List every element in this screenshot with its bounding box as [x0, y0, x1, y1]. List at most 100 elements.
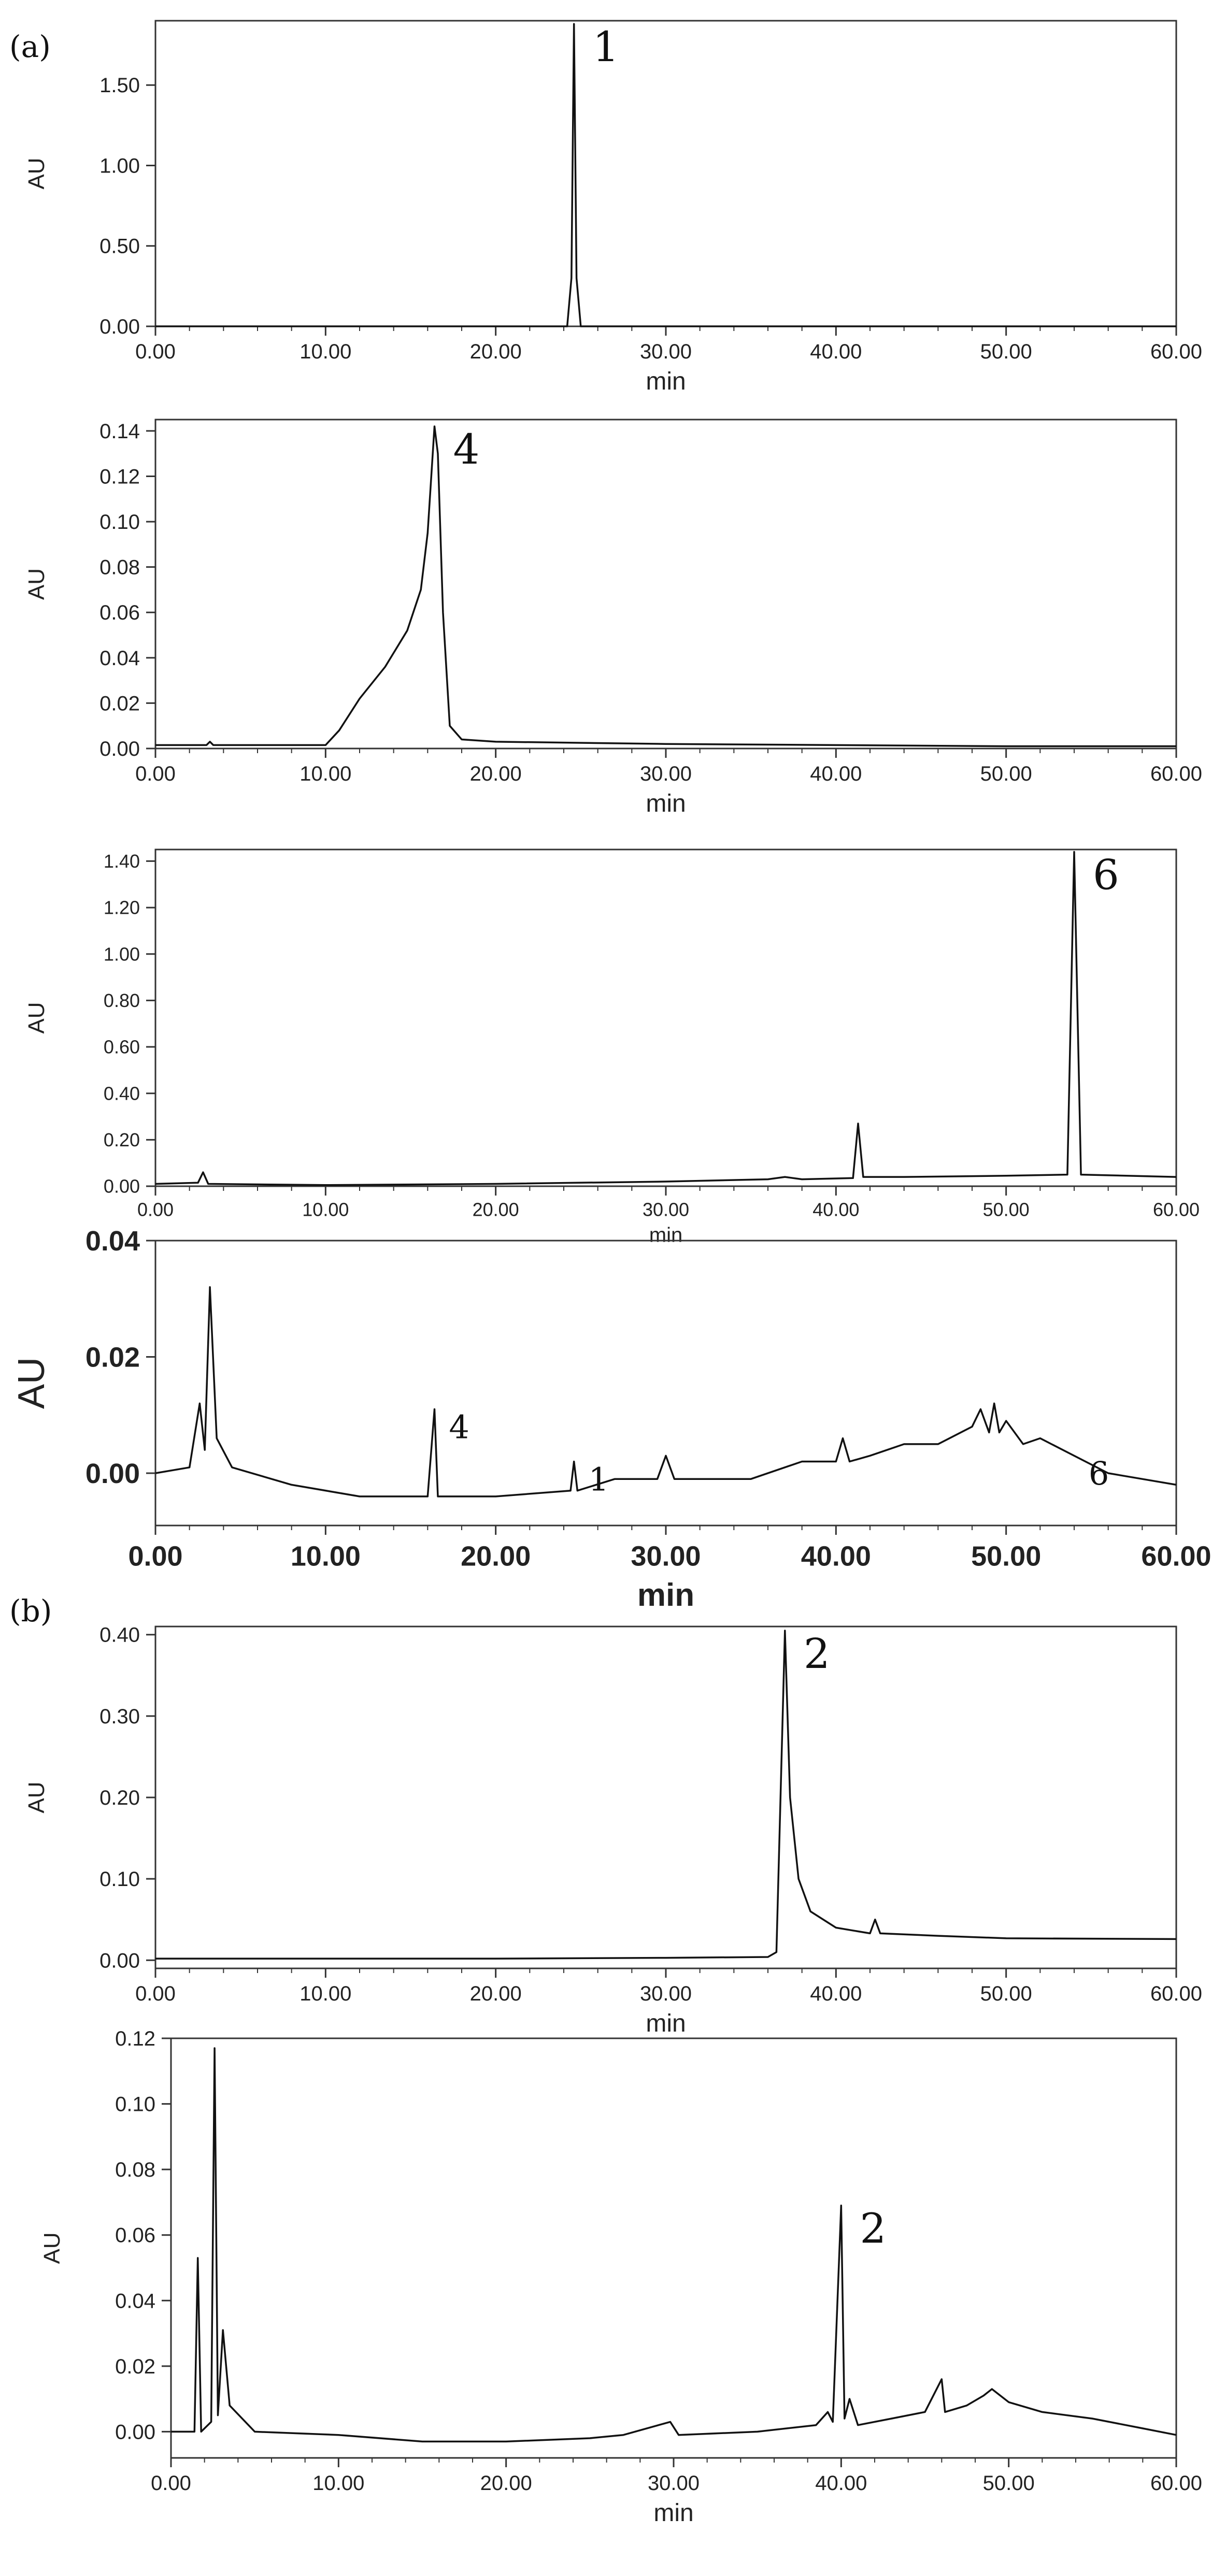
- x-tick-label: 60.00: [1150, 340, 1202, 363]
- peak-label: 1: [589, 1460, 609, 1498]
- chromatogram-trace: [155, 23, 1176, 327]
- y-axis-label: AU: [11, 1357, 52, 1409]
- chart-5: 0.00 0.10 0.20 0.30 0.40 0.00 10.00 20.00 30.00 4…: [24, 1624, 1202, 2037]
- peak-label: 6: [1093, 851, 1119, 899]
- peak-label: 2: [804, 1630, 830, 1678]
- x-tick-label: 10.00: [312, 2472, 364, 2495]
- x-tick-label: 40.00: [815, 2472, 867, 2495]
- peak-label: 1: [593, 23, 619, 71]
- y-tick-label: 0.80: [104, 990, 140, 1011]
- x-tick-label: 10.00: [291, 1541, 361, 1572]
- x-tick-label: 40.00: [810, 340, 862, 363]
- y-tick-label: 0.40: [99, 1624, 140, 1647]
- x-tick-label: 20.00: [480, 2472, 532, 2495]
- x-tick-label: 60.00: [1150, 762, 1202, 785]
- y-tick-label: 0.00: [104, 1176, 140, 1197]
- x-axis-label: min: [646, 368, 686, 395]
- chart-6: 0.00 0.02 0.04 0.06 0.08 0.10 0.12 0.00 10.00 20.…: [39, 2027, 1202, 2527]
- y-tick-label: 0.06: [115, 2224, 155, 2247]
- y-tick-label: 0.08: [99, 556, 140, 579]
- chromatogram-trace: [155, 425, 1176, 747]
- y-tick-label: 0.08: [115, 2158, 155, 2181]
- x-tick-label: 50.00: [980, 762, 1032, 785]
- plot-frame: [170, 2037, 1177, 2459]
- x-tick-label: 30.00: [631, 1541, 701, 1572]
- y-tick-label: 0.00: [99, 1949, 140, 1972]
- x-axis-label: min: [653, 2499, 693, 2527]
- x-tick-label: 0.00: [128, 1541, 182, 1572]
- x-tick-label: 10.00: [300, 340, 351, 363]
- x-tick-label: 30.00: [640, 762, 692, 785]
- x-axis-label: min: [646, 790, 686, 817]
- x-tick-label: 60.00: [1150, 1982, 1202, 2005]
- peak-label: 4: [449, 1408, 469, 1446]
- y-axis-label: AU: [39, 2232, 65, 2264]
- y-axis-label: AU: [24, 568, 49, 600]
- x-tick-label: 50.00: [980, 1982, 1032, 2005]
- y-tick-label: 0.04: [99, 647, 140, 670]
- y-tick-label: 0.50: [99, 235, 140, 258]
- plot-frame: [154, 848, 1177, 1187]
- x-tick-label: 0.00: [137, 1199, 174, 1220]
- x-tick-label: 60.00: [1141, 1541, 1211, 1572]
- x-tick-label: 0.00: [135, 340, 176, 363]
- x-tick-label: 20.00: [473, 1199, 519, 1220]
- chromatogram-trace: [155, 851, 1177, 1186]
- y-tick-label: 1.50: [99, 74, 140, 97]
- x-tick-label: 40.00: [810, 1982, 862, 2005]
- peak-label: 4: [453, 425, 479, 473]
- y-tick-label: 0.12: [115, 2027, 155, 2050]
- x-tick-label: 30.00: [640, 340, 692, 363]
- y-tick-label: 0.60: [104, 1037, 140, 1058]
- y-tick-label: 0.02: [99, 692, 140, 715]
- y-tick-label: 1.00: [104, 943, 140, 965]
- y-tick-label: 0.04: [115, 2290, 155, 2312]
- y-tick-label: 0.02: [115, 2355, 155, 2378]
- y-tick-label: 0.10: [99, 1868, 140, 1891]
- x-tick-label: 20.00: [470, 340, 522, 363]
- chromatogram-trace: [171, 2047, 1177, 2443]
- y-tick-label: 0.30: [99, 1705, 140, 1728]
- x-tick-label: 20.00: [470, 1982, 522, 2005]
- x-tick-label: 0.00: [135, 1982, 176, 2005]
- x-tick-label: 40.00: [812, 1199, 859, 1220]
- chromatogram-trace: [155, 1286, 1177, 1498]
- chart-2: 0.00 0.02 0.04 0.06 0.08 0.10 0.12 0.14 0.00 10.0…: [24, 419, 1202, 817]
- y-tick-label: 0.10: [99, 511, 140, 534]
- x-tick-label: 20.00: [461, 1541, 531, 1572]
- x-tick-label: 0.00: [151, 2472, 191, 2495]
- x-tick-label: 30.00: [648, 2472, 700, 2495]
- y-tick-label: 0.00: [115, 2421, 155, 2443]
- x-axis-label: min: [649, 1224, 682, 1247]
- y-tick-label: 0.40: [104, 1083, 140, 1104]
- plot-frame: [154, 20, 1177, 327]
- y-tick-label: 0.00: [99, 738, 140, 760]
- y-axis-label: AU: [24, 1002, 49, 1033]
- y-tick-label: 1.20: [104, 897, 140, 918]
- x-tick-label: 40.00: [810, 762, 862, 785]
- chart-4: 0.00 0.02 0.04 0.00 10.00 20.00 30.00 40.00 50.0…: [11, 1226, 1211, 1613]
- x-tick-label: 50.00: [980, 340, 1032, 363]
- panel-label-b: (b): [9, 1593, 52, 1629]
- x-tick-label: 50.00: [983, 2472, 1035, 2495]
- panel-label-a: (a): [9, 29, 51, 64]
- x-tick-label: 30.00: [643, 1199, 689, 1220]
- x-tick-label: 50.00: [983, 1199, 1030, 1220]
- y-tick-label: 0.12: [99, 465, 140, 488]
- y-tick-label: 1.40: [104, 851, 140, 872]
- x-tick-label: 10.00: [302, 1199, 349, 1220]
- y-tick-label: 1.00: [99, 154, 140, 177]
- x-axis-label: min: [646, 2010, 686, 2037]
- y-tick-label: 0.00: [99, 315, 140, 338]
- y-tick-label: 0.02: [85, 1342, 140, 1373]
- y-axis-label: AU: [24, 157, 49, 189]
- peak-label: 2: [860, 2205, 886, 2253]
- x-tick-label: 0.00: [135, 762, 176, 785]
- plot-frame: [154, 419, 1177, 750]
- x-tick-label: 60.00: [1150, 2472, 1202, 2495]
- chart-stack: 0.000.501.001.500.00 10.00 20.00 30.00 40.00…: [11, 20, 1211, 2527]
- y-tick-label: 0.04: [85, 1226, 140, 1257]
- y-tick-label: 0.06: [99, 601, 140, 624]
- peak-label: 6: [1089, 1455, 1109, 1492]
